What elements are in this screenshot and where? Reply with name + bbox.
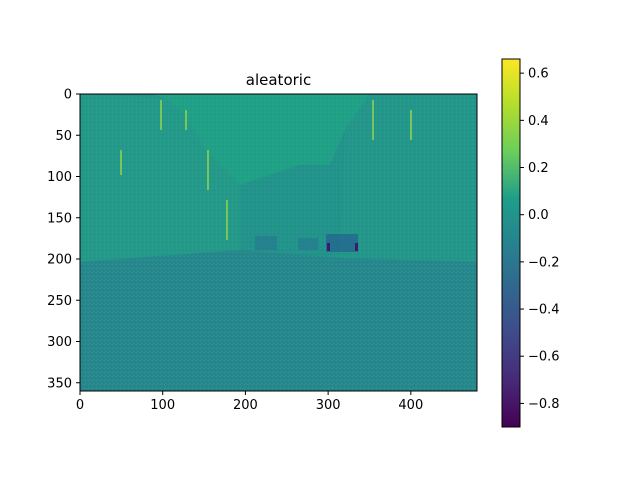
car-left (255, 236, 277, 250)
car-right (326, 234, 358, 252)
colorbar-ticks: 0.6 0.4 0.2 0.0 −0.2 −0.4 −0.6 −0.8 (520, 67, 560, 412)
y-tick-label: 300 (47, 335, 72, 350)
colorbar-tick-label: 0.4 (528, 114, 549, 129)
x-tick-label: 100 (150, 398, 175, 413)
x-tick-label: 0 (76, 398, 84, 413)
bright-edges (120, 100, 412, 240)
noise-overlay (80, 94, 477, 391)
colorbar-tick-label: 0.0 (528, 208, 549, 223)
chart-title: aleatoric (246, 71, 311, 89)
colorbar-tick-label: −0.8 (528, 397, 560, 412)
plot-frame (79, 93, 478, 392)
x-tick-label: 200 (233, 398, 258, 413)
colorbar-tick-label: −0.4 (528, 303, 560, 318)
colorbar (501, 58, 521, 428)
colorbar-tick-label: 0.6 (528, 67, 549, 82)
car-marks (255, 234, 358, 252)
car-dark-spot-2 (355, 243, 358, 251)
y-tick-label: 150 (47, 211, 72, 226)
x-tick-label: 400 (398, 398, 423, 413)
y-axis-ticks: 0 50 100 150 200 250 300 350 (47, 88, 80, 391)
heatmap-image (80, 94, 477, 391)
colorbar-tick-label: 0.2 (528, 161, 549, 176)
car-dark-spot-1 (327, 243, 330, 251)
y-tick-label: 350 (47, 376, 72, 391)
y-tick-label: 250 (47, 294, 72, 309)
y-tick-label: 50 (55, 129, 72, 144)
colorbar-tick-label: −0.2 (528, 255, 560, 270)
y-tick-label: 0 (64, 88, 72, 103)
colorbar-tick-label: −0.6 (528, 350, 560, 365)
y-tick-label: 200 (47, 253, 72, 268)
y-tick-label: 100 (47, 170, 72, 185)
car-center (298, 238, 318, 250)
x-axis-ticks: 0 100 200 300 400 (76, 391, 423, 413)
x-tick-label: 300 (316, 398, 341, 413)
